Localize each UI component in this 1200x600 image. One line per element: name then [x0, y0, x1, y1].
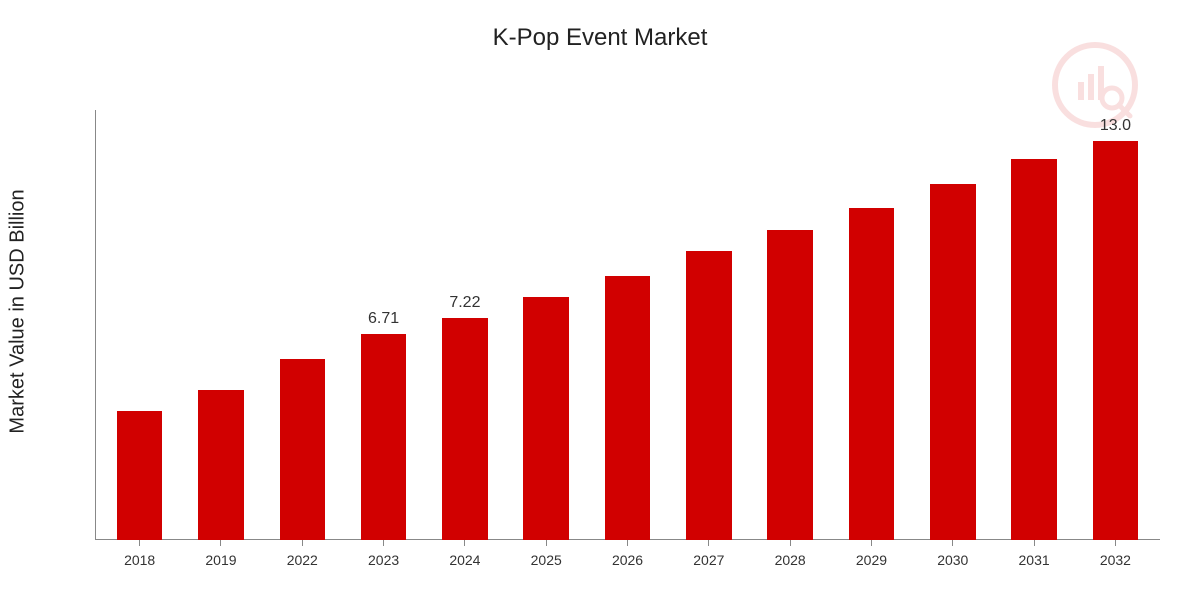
plot-area: 6.71 7.22 13.0	[95, 110, 1160, 540]
x-tick: 2030	[912, 540, 993, 600]
x-tick-row: 2018 2019 2022 2023 2024 2025 2026 2027 2028 2029…	[95, 540, 1160, 600]
bar-slot	[750, 110, 831, 540]
tick-mark	[546, 540, 547, 546]
bar	[849, 208, 895, 540]
x-tick: 2029	[831, 540, 912, 600]
x-category-label: 2024	[449, 552, 480, 568]
bar-value-label: 7.22	[449, 294, 480, 314]
x-category-label: 2026	[612, 552, 643, 568]
x-tick: 2024	[424, 540, 505, 600]
x-category-label: 2025	[531, 552, 562, 568]
tick-mark	[790, 540, 791, 546]
bar	[1011, 159, 1057, 540]
chart-container: K-Pop Event Market Market Value in USD B…	[0, 0, 1200, 600]
bar	[1093, 141, 1139, 540]
bar-slot	[506, 110, 587, 540]
tick-mark	[139, 540, 140, 546]
tick-mark	[627, 540, 628, 546]
bar	[686, 251, 732, 540]
x-tick: 2026	[587, 540, 668, 600]
bar-slot	[99, 110, 180, 540]
x-category-label: 2030	[937, 552, 968, 568]
x-category-label: 2022	[287, 552, 318, 568]
bar-slot	[831, 110, 912, 540]
bar-value-label: 13.0	[1100, 117, 1131, 137]
x-tick: 2019	[180, 540, 261, 600]
x-category-label: 2031	[1019, 552, 1050, 568]
x-tick: 2031	[993, 540, 1074, 600]
tick-mark	[464, 540, 465, 546]
bar-slot	[587, 110, 668, 540]
tick-mark	[220, 540, 221, 546]
bar	[117, 411, 163, 540]
bar-slot	[912, 110, 993, 540]
bar-slot: 13.0	[1075, 110, 1156, 540]
chart-title: K-Pop Event Market	[0, 0, 1200, 52]
bar	[361, 334, 407, 540]
x-category-label: 2032	[1100, 552, 1131, 568]
x-category-label: 2027	[693, 552, 724, 568]
tick-mark	[952, 540, 953, 546]
bar	[767, 230, 813, 540]
x-category-label: 2028	[775, 552, 806, 568]
bar-slot	[668, 110, 749, 540]
bar	[930, 184, 976, 540]
x-tick: 2032	[1075, 540, 1156, 600]
tick-mark	[1115, 540, 1116, 546]
bar	[442, 318, 488, 540]
bar	[198, 390, 244, 541]
tick-mark	[1034, 540, 1035, 546]
bar-slot	[180, 110, 261, 540]
bar	[280, 359, 326, 540]
tick-mark	[708, 540, 709, 546]
bar-slot	[262, 110, 343, 540]
tick-mark	[302, 540, 303, 546]
bar-slot: 6.71	[343, 110, 424, 540]
x-tick: 2022	[262, 540, 343, 600]
bar-slot	[993, 110, 1074, 540]
bars-row: 6.71 7.22 13.0	[95, 110, 1160, 540]
bar-slot: 7.22	[424, 110, 505, 540]
x-tick: 2025	[506, 540, 587, 600]
x-tick: 2028	[750, 540, 831, 600]
bar-value-label: 6.71	[368, 310, 399, 330]
bar	[605, 276, 651, 540]
x-category-label: 2019	[205, 552, 236, 568]
x-tick: 2027	[668, 540, 749, 600]
y-axis-label: Market Value in USD Billion	[7, 189, 30, 433]
x-tick: 2023	[343, 540, 424, 600]
tick-mark	[383, 540, 384, 546]
x-category-label: 2029	[856, 552, 887, 568]
x-category-label: 2023	[368, 552, 399, 568]
tick-mark	[871, 540, 872, 546]
x-tick: 2018	[99, 540, 180, 600]
x-category-label: 2018	[124, 552, 155, 568]
bar	[523, 297, 569, 540]
